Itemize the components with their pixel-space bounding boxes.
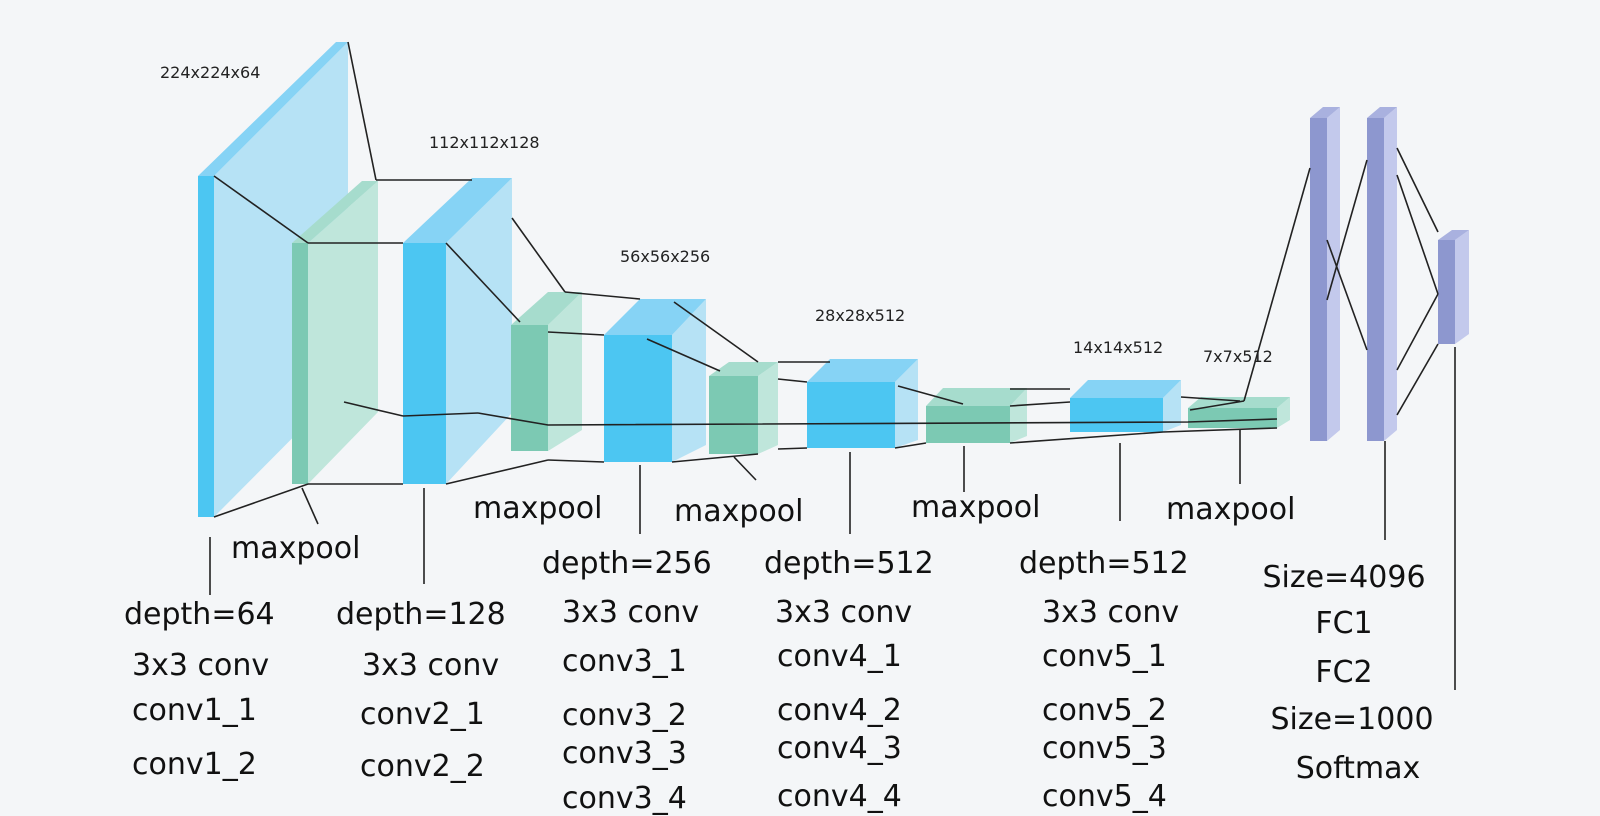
maxpool-label-3: maxpool [674,494,804,529]
conv-block-3 [604,299,706,462]
stage3-layer-4: conv3_4 [562,781,687,816]
fc-size-4096: Size=4096 [1262,560,1426,595]
stage5-layer-1: conv5_1 [1042,639,1167,674]
dim-label-block1: 224x224x64 [160,63,260,82]
stage3-layer-2: conv3_2 [562,698,687,733]
fc-size-1000: Size=1000 [1270,702,1434,737]
stage1-depth: depth=64 [124,597,275,632]
fc2-label: FC2 [1315,655,1373,690]
stage4-layer-4: conv4_4 [777,779,902,814]
connector-lines [209,41,1456,690]
stage3-layer-1: conv3_1 [562,644,687,679]
pool-block-3 [709,362,778,454]
stage5-layer-3: conv5_3 [1042,731,1167,766]
fc1-layer [1310,107,1340,441]
stage5-layer-4: conv5_4 [1042,779,1167,814]
pool-block-4 [926,388,1027,443]
fc1-label: FC1 [1315,606,1373,641]
stage3-conv-type: 3x3 conv [562,595,700,630]
dim-label-block4: 28x28x512 [815,306,905,325]
maxpool-label-2: maxpool [473,491,603,526]
stage2-layer-2: conv2_2 [360,749,485,784]
dim-label-pool5: 7x7x512 [1203,347,1273,366]
stage4-layer-2: conv4_2 [777,693,902,728]
stage2-layer-1: conv2_1 [360,697,485,732]
stage5-conv-type: 3x3 conv [1042,595,1180,630]
conv-block-4 [807,359,918,448]
stage2-depth: depth=128 [336,597,506,632]
maxpool-label-5: maxpool [1166,492,1296,527]
stage1-conv-type: 3x3 conv [132,648,270,683]
stage1-layer-1: conv1_1 [132,693,257,728]
dim-label-block5: 14x14x512 [1073,338,1163,357]
stage4-conv-type: 3x3 conv [775,595,913,630]
maxpool-label-1: maxpool [231,531,361,566]
stage5-depth: depth=512 [1019,546,1189,581]
stage3-layer-3: conv3_3 [562,736,687,771]
softmax-label: Softmax [1295,751,1421,786]
softmax-layer [1438,230,1469,344]
stage4-depth: depth=512 [764,546,934,581]
maxpool-label-4: maxpool [911,490,1041,525]
pool-block-1 [292,181,378,484]
fc2-layer [1367,107,1397,441]
stage2-conv-type: 3x3 conv [362,648,500,683]
stage3-depth: depth=256 [542,546,712,581]
pool-block-2 [511,292,582,451]
conv-block-5 [1070,380,1181,432]
stage5-layer-2: conv5_2 [1042,693,1167,728]
stage4-layer-3: conv4_3 [777,731,902,766]
stage4-layer-1: conv4_1 [777,639,902,674]
dim-label-block3: 56x56x256 [620,247,710,266]
stage1-layer-2: conv1_2 [132,747,257,782]
conv-block-2 [403,178,512,484]
dim-label-block2: 112x112x128 [429,133,540,152]
